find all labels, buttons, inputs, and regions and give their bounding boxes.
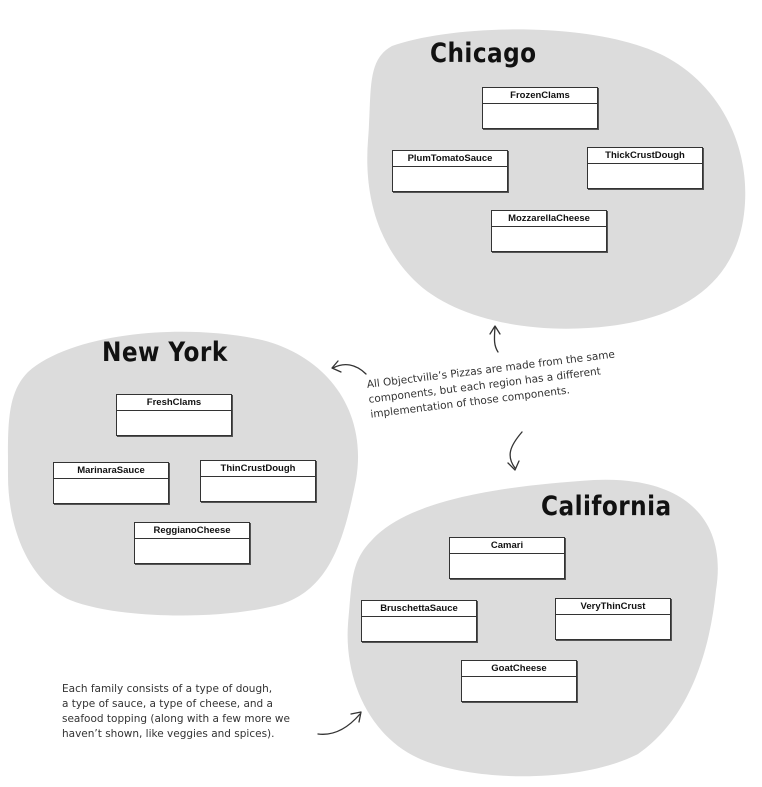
region-title-chicago: Chicago (430, 38, 537, 69)
california-region-shape (347, 479, 718, 777)
class-box: FrozenClams (482, 87, 598, 129)
class-box: PlumTomatoSauce (392, 150, 508, 192)
class-box: FreshClams (116, 394, 232, 436)
class-box: MozzarellaCheese (491, 210, 607, 252)
class-box: MarinaraSauce (53, 462, 169, 504)
region-title-new-york: New York (102, 337, 228, 368)
family-note: Each family consists of a type of dough,… (62, 683, 290, 740)
arrow-to-chicago (489, 325, 501, 353)
class-box: ThinCrustDough (200, 460, 316, 502)
class-box: ReggianoCheese (134, 522, 250, 564)
arrow-family-note (317, 711, 362, 735)
class-box: VeryThinCrust (555, 598, 671, 640)
class-box: GoatCheese (461, 660, 577, 702)
class-box: ThickCrustDough (587, 147, 703, 189)
arrow-to-california (507, 431, 523, 471)
class-box: BruschettaSauce (361, 600, 477, 642)
chicago-region-shape (367, 29, 746, 329)
arrow-to-new-york (331, 360, 367, 375)
class-box: Camari (449, 537, 565, 579)
new-york-region-shape (7, 331, 359, 616)
region-title-california: California (541, 491, 672, 522)
